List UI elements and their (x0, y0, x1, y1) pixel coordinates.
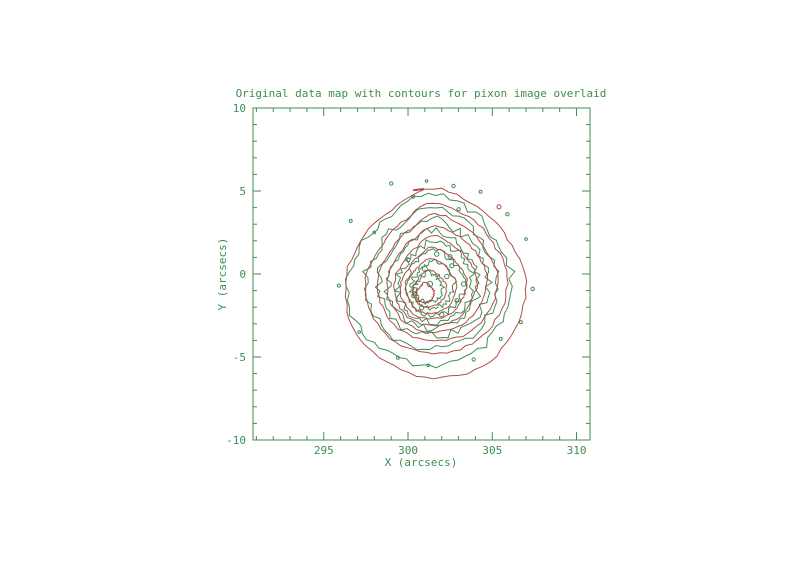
original-data-contours (336, 179, 535, 369)
pixon-image-contours-fragment (412, 188, 425, 192)
original-data-contours-speck (456, 207, 461, 212)
original-data-contours-speck (444, 273, 450, 280)
x-tick-label: 300 (398, 444, 418, 457)
y-tick-label: -10 (226, 434, 246, 447)
pixon-image-contours (344, 187, 528, 380)
original-data-contours-speck (405, 257, 411, 263)
original-data-contours-speck (439, 312, 445, 318)
original-data-contours-speck (478, 189, 483, 194)
original-data-contours-speck (372, 230, 377, 235)
pixon-image-contours-level (376, 212, 499, 342)
x-tick-label: 310 (567, 444, 587, 457)
original-data-contours-level (404, 248, 468, 318)
plot-axes: Original data map with contours for pixo… (216, 87, 606, 469)
original-data-contours-speck (424, 179, 429, 183)
original-data-contours-level (344, 192, 516, 369)
original-data-contours-speck (395, 355, 400, 360)
original-data-contours-speck (454, 298, 460, 304)
original-data-contours-speck (389, 181, 394, 186)
pixon-image-contours-level (364, 202, 509, 355)
plot-title: Original data map with contours for pixo… (236, 87, 607, 100)
original-data-contours-speck (447, 254, 453, 260)
original-data-contours-level (383, 226, 482, 332)
original-data-contours-speck (498, 336, 503, 341)
original-data-contours-speck (530, 286, 535, 292)
y-tick-label: 0 (239, 268, 246, 281)
original-data-contours-speck (505, 212, 510, 217)
pixon-image-contours-level (415, 281, 436, 304)
y-axis-label: Y (arcsecs) (216, 238, 229, 311)
pixon-image-contours-level (411, 269, 448, 309)
original-data-contours-speck (348, 218, 353, 223)
y-tick-label: -5 (233, 351, 246, 364)
original-data-contours-speck (460, 281, 467, 287)
original-data-contours-speck (336, 283, 341, 288)
original-data-contours-level (393, 239, 476, 326)
axis-ticks: 295 300 305 310 -10 -5 0 5 10 (226, 102, 590, 457)
original-data-contours-speck (524, 237, 528, 241)
pixon-image-contours-speck (496, 204, 502, 210)
original-data-contours-speck (357, 330, 362, 334)
original-data-contours-level (374, 215, 493, 339)
original-data-contours-speck (449, 263, 455, 269)
y-tick-label: 10 (233, 102, 246, 115)
y-tick-label: 5 (239, 185, 246, 198)
pixon-image-contours-level (399, 246, 469, 320)
x-tick-label: 295 (314, 444, 334, 457)
original-data-contours-speck (471, 357, 476, 362)
x-axis-label: X (arcsecs) (385, 456, 458, 469)
original-data-contours-speck (426, 363, 431, 368)
original-data-contours-level (362, 206, 500, 351)
pixon-image-contours-level (386, 224, 489, 334)
x-tick-label: 305 (482, 444, 502, 457)
pixon-image-contours-level (344, 187, 528, 380)
pixon-image-contours-level (393, 234, 479, 327)
original-data-contours-speck (434, 251, 440, 257)
original-data-contours-speck (451, 183, 456, 189)
original-data-contours-speck (518, 320, 523, 325)
pixon-image-contours-level (404, 258, 458, 314)
